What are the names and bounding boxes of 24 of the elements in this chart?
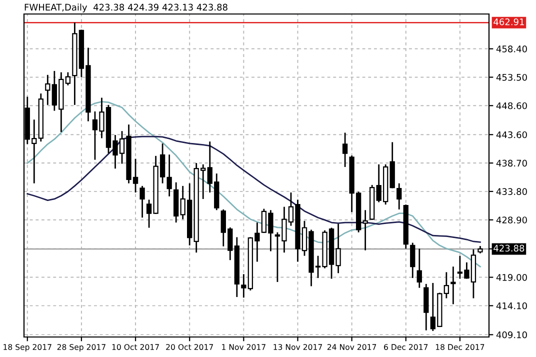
candlestick	[342, 132, 348, 168]
y-tick-label: 453.50	[496, 74, 527, 81]
ref-line-label: 423.88	[494, 244, 524, 252]
y-tick-label: 458.40	[496, 46, 527, 52]
ref-line-label: 462.91	[494, 18, 524, 26]
candlestick	[444, 271, 450, 299]
chart-title: FWHEAT,Daily 423.38 424.39 423.13 423.88	[24, 4, 228, 12]
y-tick-label: 409.10	[496, 331, 527, 338]
candlestick	[45, 74, 50, 106]
y-tick-label: 414.10	[496, 302, 527, 310]
y-tick-label: 433.80	[496, 188, 527, 196]
candlestick	[410, 242, 416, 279]
y-tick-label: 443.60	[496, 131, 527, 138]
y-tick-label: 438.70	[496, 160, 527, 167]
candlestick	[450, 266, 456, 305]
candlestick	[140, 185, 145, 218]
y-tick-label: 419.00	[496, 274, 527, 281]
line-series	[26, 136, 481, 243]
y-tick-label: 428.90	[496, 216, 527, 224]
line-series	[26, 100, 481, 268]
candlestick	[416, 248, 422, 289]
candlestick	[396, 182, 402, 210]
y-tick-label: 448.60	[496, 102, 527, 110]
candlestick	[241, 273, 246, 298]
